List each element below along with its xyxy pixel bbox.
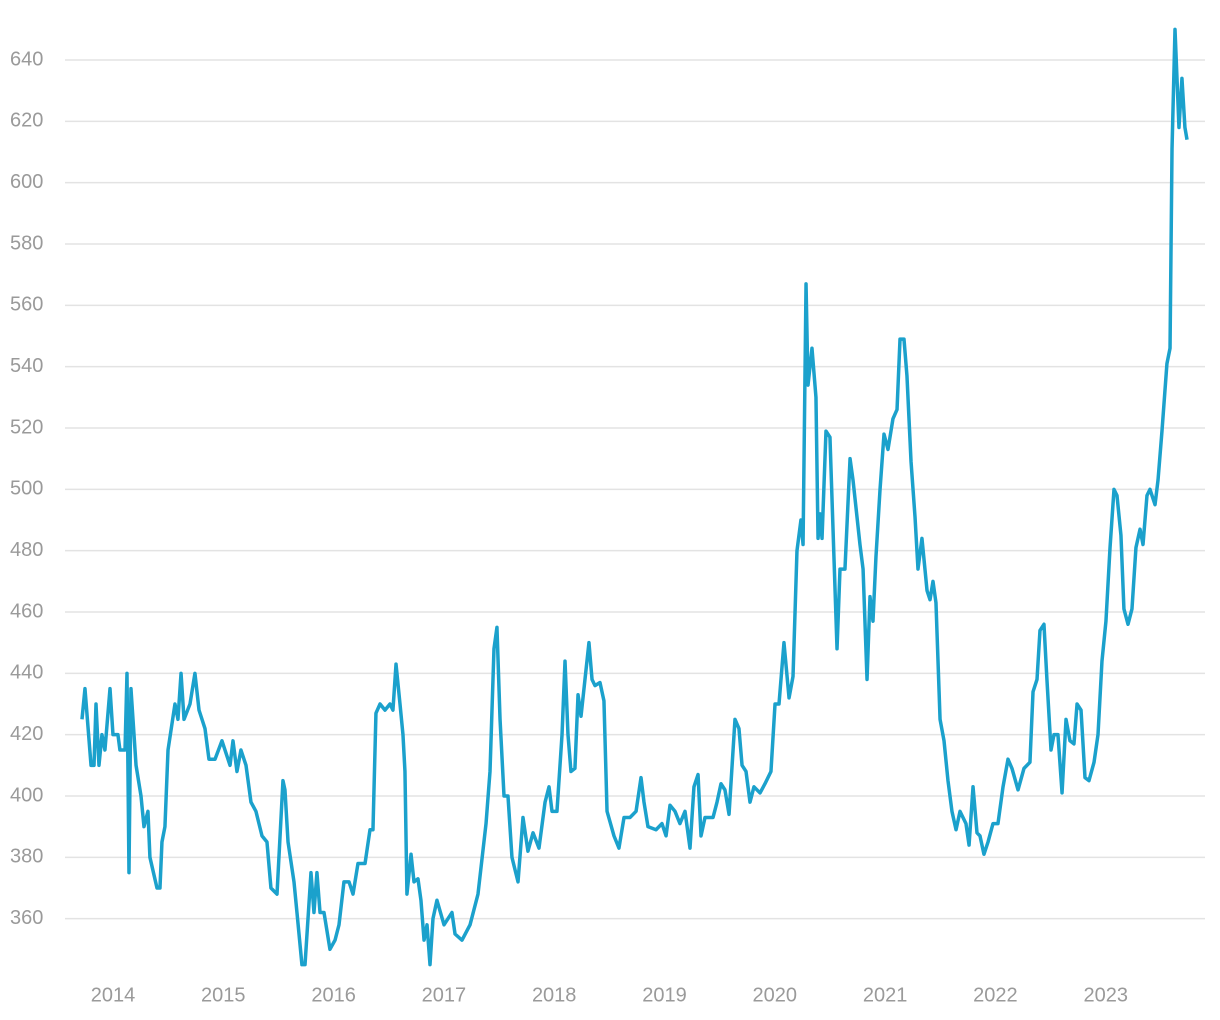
x-tick-label: 2020 xyxy=(753,984,798,1006)
x-tick-label: 2019 xyxy=(642,984,687,1006)
y-tick-label: 480 xyxy=(10,539,43,561)
x-tick-label: 2015 xyxy=(201,984,246,1006)
y-tick-label: 460 xyxy=(10,600,43,622)
y-tick-label: 640 xyxy=(10,48,43,70)
y-tick-label: 560 xyxy=(10,294,43,316)
x-tick-label: 2021 xyxy=(863,984,908,1006)
y-tick-label: 540 xyxy=(10,355,43,377)
y-tick-label: 580 xyxy=(10,232,43,254)
x-tick-label: 2017 xyxy=(422,984,467,1006)
x-tick-label: 2023 xyxy=(1083,984,1128,1006)
y-tick-label: 440 xyxy=(10,662,43,684)
x-tick-label: 2018 xyxy=(532,984,577,1006)
x-tick-label: 2022 xyxy=(973,984,1018,1006)
y-tick-label: 620 xyxy=(10,110,43,132)
y-tick-label: 520 xyxy=(10,416,43,438)
y-tick-label: 600 xyxy=(10,171,43,193)
y-tick-label: 380 xyxy=(10,846,43,868)
y-tick-label: 360 xyxy=(10,907,43,929)
x-tick-label: 2014 xyxy=(91,984,136,1006)
y-tick-label: 420 xyxy=(10,723,43,745)
data-line xyxy=(80,27,1189,967)
x-tick-label: 2016 xyxy=(311,984,356,1006)
y-tick-label: 400 xyxy=(10,784,43,806)
y-tick-label: 500 xyxy=(10,478,43,500)
